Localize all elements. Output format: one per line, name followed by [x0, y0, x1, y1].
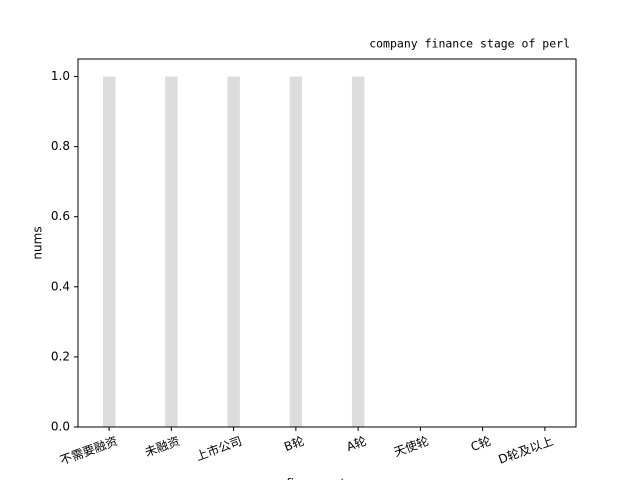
y-tick-label: 0.2 [51, 349, 70, 363]
y-tick-label: 1.0 [51, 69, 70, 83]
bar [165, 76, 178, 428]
bar [227, 76, 240, 428]
x-axis-label: finance stage [286, 477, 367, 480]
x-tick-label: B轮 [282, 434, 306, 454]
x-tick-label: 天使轮 [392, 433, 431, 459]
x-tick-label: 不需要融资 [58, 434, 119, 468]
y-tick-label: 0.4 [51, 279, 70, 293]
plot-frame [77, 58, 577, 428]
x-tick-label: D轮及以上 [497, 434, 556, 467]
bar [351, 76, 365, 428]
chart-title: company finance stage of perl [369, 37, 570, 51]
x-tick-label: A轮 [345, 434, 369, 454]
y-tick-label: 0.8 [51, 139, 70, 153]
bar [102, 76, 116, 428]
x-tick-label: C轮 [469, 434, 493, 454]
y-axis-label: nums [31, 226, 45, 259]
y-tick-label: 0.6 [51, 209, 70, 223]
x-tick-label: 未融资 [143, 434, 182, 459]
bar [289, 76, 303, 428]
x-tick-label: 上市公司 [194, 433, 244, 464]
y-tick-label: 0.0 [51, 420, 70, 434]
